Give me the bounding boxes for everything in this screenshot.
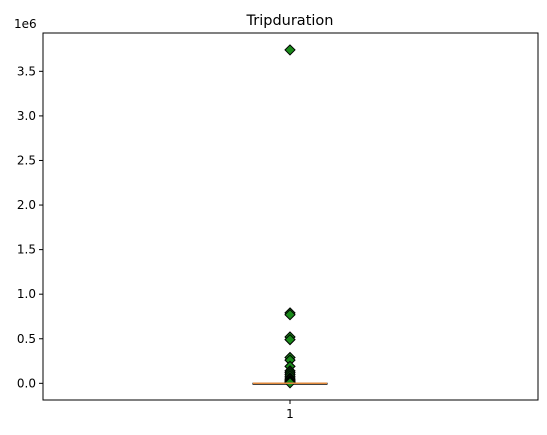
y-offset-label: 1e6 <box>14 17 37 31</box>
axes-frame <box>42 32 539 401</box>
plot-area <box>252 44 328 389</box>
y-tick-label: 3.0 <box>17 109 36 123</box>
y-tick-label: 2.0 <box>17 198 36 212</box>
outlier-point <box>284 333 296 346</box>
y-tick-label: 2.5 <box>17 153 36 167</box>
x-tick-label: 1 <box>286 407 294 421</box>
y-tick-label: 1.5 <box>17 243 36 257</box>
y-tick-label: 1.0 <box>17 287 36 301</box>
y-tick-label: 0.5 <box>17 332 36 346</box>
y-tick-label: 3.5 <box>17 64 36 78</box>
y-tick-label: 0.0 <box>17 376 36 390</box>
outlier-point <box>284 44 296 56</box>
outlier-point <box>284 308 296 321</box>
chart-title: Tripduration <box>246 13 334 29</box>
